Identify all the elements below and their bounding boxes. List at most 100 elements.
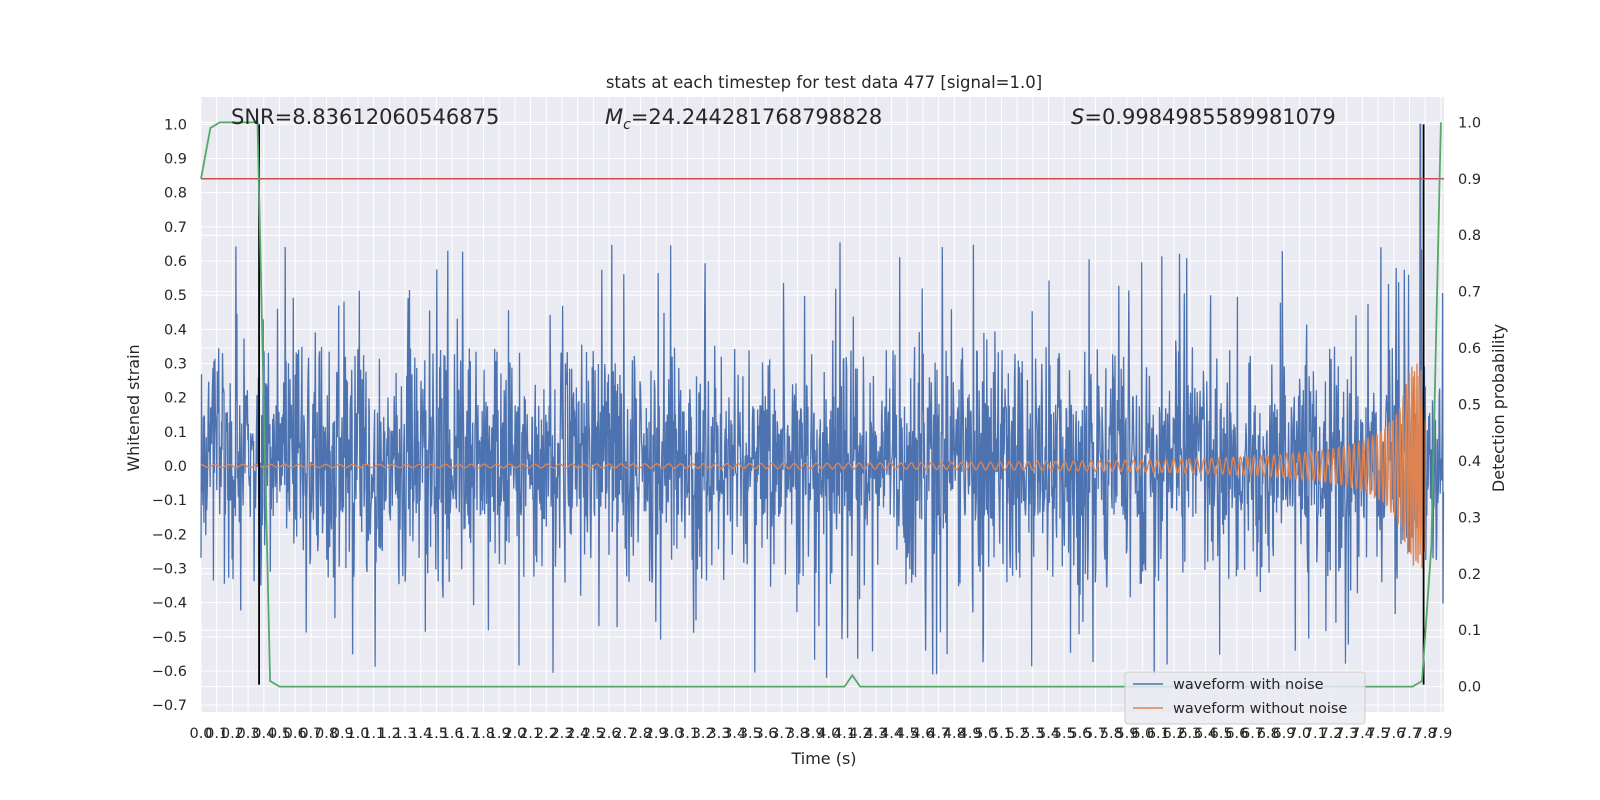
x-tick-label: 0.5 — [268, 726, 291, 742]
x-tick-label: 1.8 — [472, 726, 495, 742]
x-tick-label: 3.6 — [754, 726, 777, 742]
y-tick-label: 0.1 — [164, 425, 187, 441]
x-tick-label: 1.5 — [425, 726, 448, 742]
x-tick-label: 2.6 — [598, 726, 621, 742]
y-tick-label: 0.6 — [164, 254, 187, 270]
x-tick-label: 0.0 — [189, 726, 212, 742]
y-tick-label: 0.0 — [164, 459, 187, 475]
y2-tick-label: 0.2 — [1458, 567, 1481, 583]
chirp-mass-annotation: Mc=24.244281768798828 — [605, 105, 882, 133]
series-waveform-with-noise — [200, 123, 1445, 678]
x-tick-label: 0.7 — [299, 726, 322, 742]
x-tick-label: 3.2 — [692, 726, 715, 742]
y2-tick-label: 0.6 — [1458, 341, 1481, 357]
x-tick-label: 0.9 — [331, 726, 354, 742]
x-tick-label: 2.3 — [550, 726, 573, 742]
x-tick-label: 2.9 — [645, 726, 668, 742]
x-tick-labels: 0.00.10.20.30.40.50.60.70.80.91.01.11.21… — [189, 726, 1452, 742]
x-tick-label: 4.3 — [864, 726, 887, 742]
x-tick-label: 4.7 — [927, 726, 950, 742]
x-tick-label: 7.3 — [1335, 726, 1358, 742]
x-tick-label: 5.6 — [1068, 726, 1091, 742]
x-tick-label: 1.3 — [393, 726, 416, 742]
y2-tick-label: 0.7 — [1458, 285, 1481, 301]
x-tick-label: 6.5 — [1210, 726, 1233, 742]
y-tick-label: 0.3 — [164, 357, 187, 373]
y-tick-label: 0.4 — [164, 322, 187, 338]
x-tick-label: 5.1 — [990, 726, 1013, 742]
x-tick-label: 7.8 — [1414, 726, 1437, 742]
x-tick-label: 0.4 — [252, 726, 275, 742]
x-tick-label: 4.6 — [911, 726, 934, 742]
x-tick-label: 1.7 — [456, 726, 479, 742]
x-tick-label: 4.0 — [817, 726, 840, 742]
score-symbol: S — [1071, 105, 1084, 129]
y2-tick-label: 0.3 — [1458, 510, 1481, 526]
y-tick-label: 1.0 — [164, 117, 187, 133]
snr-annotation: SNR=8.83612060546875 — [231, 105, 499, 129]
y-tick-label: −0.5 — [152, 630, 187, 646]
x-tick-label: 7.9 — [1429, 726, 1452, 742]
x-tick-label: 2.1 — [519, 726, 542, 742]
x-tick-label: 6.1 — [1147, 726, 1170, 742]
x-tick-label: 4.2 — [849, 726, 872, 742]
x-tick-label: 0.2 — [221, 726, 244, 742]
x-tick-label: 5.3 — [1021, 726, 1044, 742]
y2-tick-label: 1.0 — [1458, 115, 1481, 131]
y2-axis-label: Detection probability — [1489, 324, 1508, 492]
x-tick-label: 6.8 — [1257, 726, 1280, 742]
x-tick-label: 5.7 — [1084, 726, 1107, 742]
legend-box — [1124, 671, 1366, 725]
x-tick-label: 2.2 — [535, 726, 558, 742]
x-tick-label: 6.2 — [1163, 726, 1186, 742]
x-tick-label: 3.5 — [739, 726, 762, 742]
x-tick-label: 6.4 — [1194, 726, 1217, 742]
x-tick-label: 6.6 — [1225, 726, 1248, 742]
y-tick-label: 0.8 — [164, 186, 187, 202]
x-tick-label: 6.9 — [1272, 726, 1295, 742]
x-tick-label: 7.6 — [1382, 726, 1405, 742]
x-tick-label: 7.2 — [1319, 726, 1342, 742]
x-tick-label: 1.0 — [346, 726, 369, 742]
y-axis-label: Whitened strain — [124, 344, 143, 471]
y-tick-label: −0.6 — [152, 664, 187, 680]
clean-waveform-path — [200, 363, 1426, 569]
x-tick-label: 7.5 — [1367, 726, 1390, 742]
x-tick-label: 3.1 — [676, 726, 699, 742]
x-tick-label: 5.5 — [1053, 726, 1076, 742]
y2-tick-label: 0.4 — [1458, 454, 1481, 470]
x-tick-label: 7.0 — [1288, 726, 1311, 742]
x-tick-label: 3.8 — [786, 726, 809, 742]
x-tick-label: 5.0 — [974, 726, 997, 742]
x-tick-label: 2.0 — [503, 726, 526, 742]
y-tick-label: −0.2 — [152, 527, 187, 543]
series-waveform-without-noise — [200, 363, 1426, 569]
x-tick-label: 2.8 — [629, 726, 652, 742]
x-tick-label: 1.4 — [409, 726, 432, 742]
x-tick-label: 4.4 — [880, 726, 903, 742]
x-tick-label: 2.5 — [582, 726, 605, 742]
y-tick-label: 0.5 — [164, 288, 187, 304]
x-tick-label: 4.8 — [943, 726, 966, 742]
legend-label-noisy: waveform with noise — [1173, 677, 1324, 693]
x-tick-label: 3.3 — [707, 726, 730, 742]
y-tick-label: 0.7 — [164, 220, 187, 236]
y-tick-label: −0.3 — [152, 562, 187, 578]
y2-tick-label: 0.1 — [1458, 623, 1481, 639]
x-tick-label: 5.4 — [1037, 726, 1060, 742]
x-tick-label: 4.1 — [833, 726, 856, 742]
x-tick-label: 0.8 — [315, 726, 338, 742]
x-tick-label: 0.1 — [205, 726, 228, 742]
x-tick-label: 6.0 — [1131, 726, 1154, 742]
x-tick-label: 3.0 — [660, 726, 683, 742]
score-value: =0.9984985589981079 — [1084, 105, 1335, 129]
x-tick-label: 7.4 — [1351, 726, 1374, 742]
y2-tick-label: 0.8 — [1458, 228, 1481, 244]
y-tick-label: 0.9 — [164, 152, 187, 168]
x-tick-label: 2.7 — [613, 726, 636, 742]
chart-title: stats at each timestep for test data 477… — [606, 73, 1042, 92]
x-axis-label: Time (s) — [790, 749, 856, 768]
x-tick-label: 6.7 — [1241, 726, 1264, 742]
score-annotation: S=0.9984985589981079 — [1071, 105, 1336, 129]
